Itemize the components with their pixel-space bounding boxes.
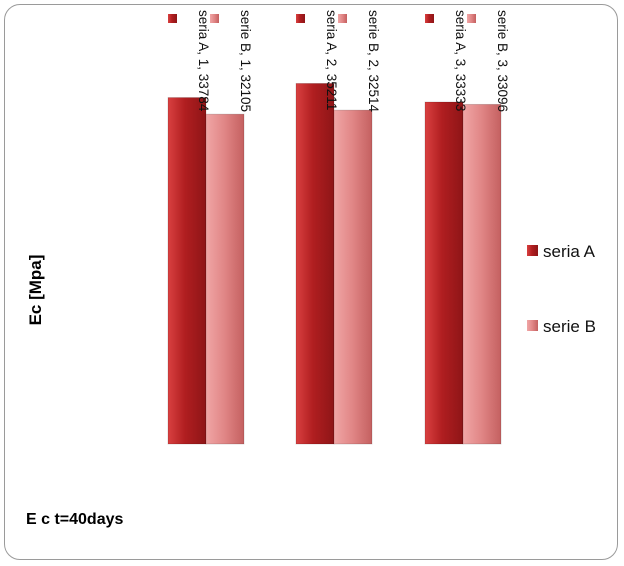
data-label: serie B, 1, 32105 — [238, 10, 253, 112]
bar-seria-a-1 — [167, 97, 207, 445]
data-label-swatch — [210, 14, 219, 23]
legend-label-seria-a: seria A — [543, 242, 596, 261]
data-label: serie B, 3, 33096 — [495, 10, 510, 112]
data-label-swatch — [296, 14, 305, 23]
data-label: seria A, 2, 35211 — [324, 10, 339, 110]
legend-label-serie-b: serie B — [543, 317, 596, 336]
data-label-swatch — [168, 14, 177, 23]
data-label: seria A, 3, 33333 — [453, 10, 468, 111]
x-axis-label: E c t=40days — [26, 511, 124, 528]
y-axis-label: Ec [Mpa] — [26, 255, 45, 326]
data-label-swatch — [425, 14, 434, 23]
bar-serie-b-2 — [333, 109, 373, 445]
bar-serie-b-3 — [462, 103, 502, 445]
legend-swatch-seria-a — [527, 245, 538, 256]
data-label: seria A, 1, 33784 — [196, 10, 211, 112]
data-label: serie B, 2, 32514 — [366, 10, 381, 113]
data-label-swatch — [338, 14, 347, 23]
legend: seria A serie B — [527, 242, 596, 336]
data-labels-group: seria A, 1, 33784 serie B, 1, 32105 seria … — [168, 10, 510, 113]
legend-swatch-serie-b — [527, 320, 538, 331]
data-label-swatch — [467, 14, 476, 23]
bar-seria-a-3 — [424, 101, 464, 445]
bar-seria-a-2 — [295, 83, 335, 445]
bar-serie-b-1 — [205, 113, 245, 445]
bars-group — [167, 83, 502, 445]
